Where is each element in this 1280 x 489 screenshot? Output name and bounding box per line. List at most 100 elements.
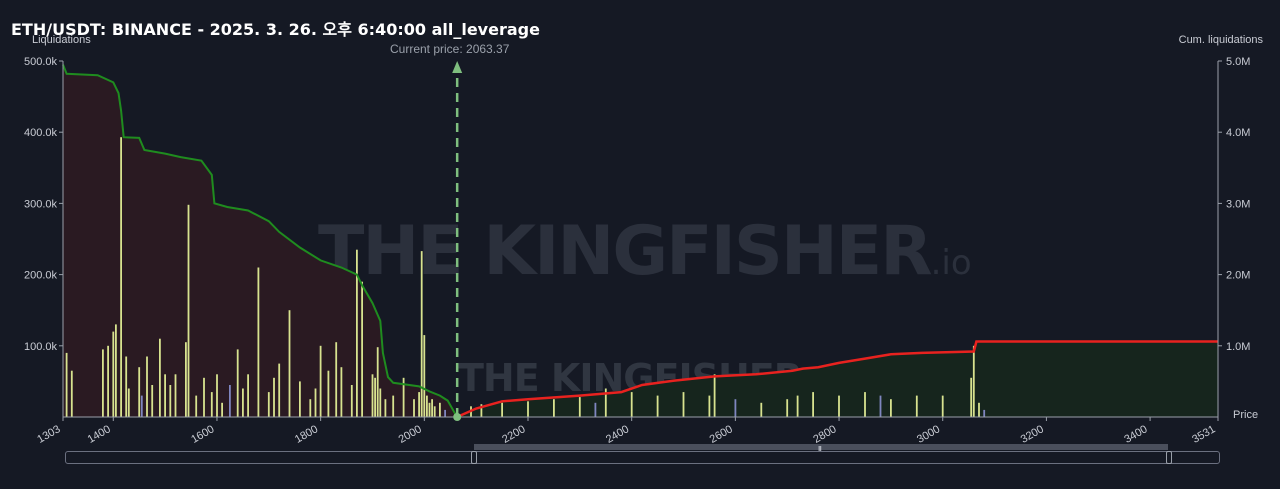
current-price-dot bbox=[453, 413, 462, 421]
range-navigator[interactable]: III bbox=[65, 444, 1220, 464]
liq-bar bbox=[169, 385, 172, 417]
x-tick-label: 3400 bbox=[1122, 423, 1149, 446]
liq-bar bbox=[890, 399, 892, 417]
y2-tick-label: 1.0M bbox=[1226, 341, 1250, 353]
y-tick-label: 300.0k bbox=[24, 198, 58, 210]
liq-bar bbox=[374, 377, 376, 417]
x-axis-title: Price bbox=[1233, 409, 1259, 421]
liq-bar bbox=[327, 370, 330, 417]
liq-bar bbox=[350, 385, 353, 417]
liq-bar bbox=[812, 392, 814, 417]
liq-bar bbox=[426, 395, 428, 417]
liq-bar bbox=[361, 281, 363, 417]
x-tick-label: 1600 bbox=[189, 423, 216, 446]
x-tick-label: 2400 bbox=[604, 423, 631, 446]
liq-bar bbox=[335, 342, 338, 417]
liq-bar bbox=[970, 377, 973, 417]
liq-bar bbox=[379, 388, 382, 417]
liq-bar bbox=[915, 395, 918, 417]
liq-bar bbox=[879, 395, 882, 417]
x-tick-label: 2000 bbox=[397, 423, 424, 446]
liq-bar bbox=[314, 388, 317, 417]
x-tick-label: 2200 bbox=[500, 423, 527, 446]
liq-bar bbox=[527, 401, 529, 417]
x-tick-label: 3531 bbox=[1190, 423, 1217, 446]
liq-bar bbox=[120, 137, 122, 417]
y-tick-label: 500.0k bbox=[24, 56, 58, 68]
navigator-right-handle[interactable] bbox=[1166, 451, 1172, 464]
y-tick-label: 400.0k bbox=[24, 127, 58, 139]
x-tick-label: 1800 bbox=[293, 423, 320, 446]
liq-bar bbox=[229, 385, 231, 417]
navigator-window[interactable] bbox=[474, 444, 1168, 450]
short-cum-area bbox=[63, 64, 457, 417]
liq-bar bbox=[376, 347, 379, 417]
liq-bar bbox=[972, 345, 975, 417]
long-cum-area bbox=[456, 341, 1219, 417]
liq-bar bbox=[796, 395, 799, 417]
liq-bar bbox=[127, 388, 130, 417]
x-tick-label: 1400 bbox=[86, 423, 113, 446]
y-tick-label: 100.0k bbox=[24, 341, 58, 353]
liq-bar bbox=[210, 392, 213, 417]
liq-bar bbox=[146, 356, 148, 417]
liq-bar bbox=[760, 402, 763, 417]
liq-bar bbox=[278, 363, 281, 417]
liq-bar bbox=[138, 367, 141, 417]
current-price-label: Current price: 2063.37 bbox=[390, 42, 510, 56]
liq-bar bbox=[319, 345, 322, 417]
liq-bar bbox=[444, 409, 446, 417]
liq-bar bbox=[501, 402, 503, 417]
liq-bar bbox=[288, 310, 291, 417]
x-tick-label: 2800 bbox=[811, 423, 838, 446]
navigator-left-handle[interactable] bbox=[471, 451, 477, 464]
liq-bar bbox=[941, 395, 944, 417]
liq-bar bbox=[630, 392, 633, 417]
liq-bar bbox=[402, 377, 405, 417]
y2-tick-label: 4.0M bbox=[1226, 127, 1250, 139]
liq-bar bbox=[418, 392, 420, 417]
liq-bar bbox=[151, 385, 154, 417]
watermark-logo: THE KINGFISHER.io bbox=[318, 212, 972, 291]
liq-bar bbox=[423, 335, 426, 417]
liq-bar bbox=[140, 395, 143, 417]
liq-bar bbox=[682, 392, 685, 417]
liq-bar bbox=[257, 267, 260, 417]
liq-bar bbox=[65, 352, 68, 417]
liq-bar bbox=[428, 402, 431, 417]
liq-bar bbox=[221, 402, 223, 417]
liq-bar bbox=[439, 402, 441, 417]
liq-bar bbox=[983, 409, 986, 417]
liq-bar bbox=[553, 399, 555, 417]
current-price-arrow-icon bbox=[452, 61, 463, 73]
liq-bar bbox=[185, 342, 187, 417]
liq-bar bbox=[242, 388, 244, 417]
x-tick-label: 3200 bbox=[1019, 423, 1046, 446]
liq-bar bbox=[247, 374, 249, 417]
liq-bar bbox=[656, 395, 659, 417]
watermark-tld: .io bbox=[930, 243, 972, 283]
liq-bar bbox=[786, 399, 789, 417]
y2-tick-label: 2.0M bbox=[1226, 270, 1250, 282]
right-axis-title: Cum. liquidations bbox=[1178, 34, 1263, 46]
navigator-grip-icon[interactable]: III bbox=[818, 446, 822, 453]
liq-bar bbox=[431, 399, 433, 417]
liq-bar bbox=[340, 367, 343, 417]
liq-bar bbox=[371, 374, 374, 417]
liq-bar bbox=[734, 399, 737, 417]
liq-bar bbox=[115, 324, 117, 417]
x-tick-label: 2600 bbox=[708, 423, 735, 446]
liq-bar bbox=[356, 249, 358, 417]
liq-bar bbox=[236, 349, 239, 417]
liq-bar bbox=[392, 395, 395, 417]
x-tick-label: 3000 bbox=[915, 423, 942, 446]
liq-bar bbox=[273, 377, 275, 417]
short-cum-line bbox=[62, 64, 458, 418]
liq-bar bbox=[420, 251, 423, 417]
liq-bar bbox=[107, 345, 109, 417]
liq-bar bbox=[433, 406, 436, 417]
liq-bar bbox=[480, 404, 483, 417]
liq-bar bbox=[708, 395, 711, 417]
liq-bar bbox=[70, 370, 73, 417]
